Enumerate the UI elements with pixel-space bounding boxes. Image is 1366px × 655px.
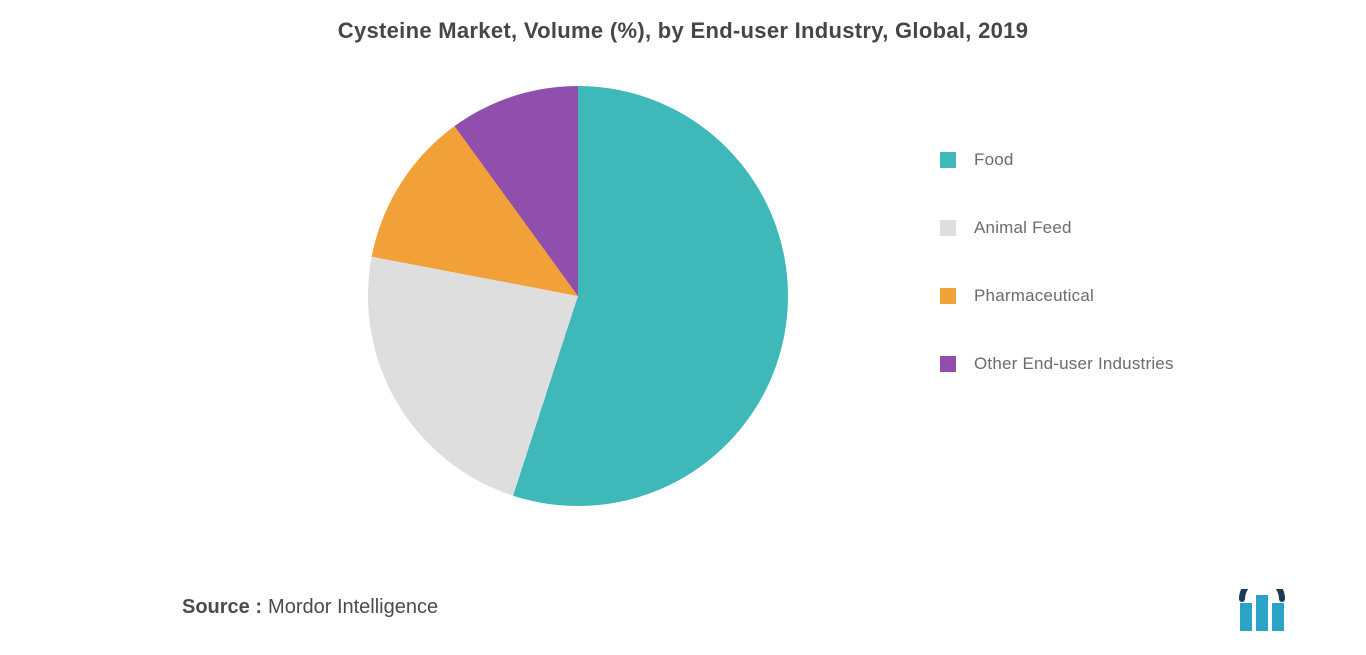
legend-item: Food — [940, 150, 1174, 170]
chart-title: Cysteine Market, Volume (%), by End-user… — [0, 18, 1366, 44]
legend-item: Pharmaceutical — [940, 286, 1174, 306]
legend-swatch — [940, 220, 956, 236]
legend-swatch — [940, 288, 956, 304]
legend-label: Pharmaceutical — [974, 286, 1094, 306]
brand-logo — [1236, 589, 1296, 631]
legend-label: Food — [974, 150, 1014, 170]
pie-chart — [368, 86, 788, 506]
legend-label: Other End-user Industries — [974, 354, 1174, 374]
chart-container: Cysteine Market, Volume (%), by End-user… — [0, 0, 1366, 655]
mi-logo-icon — [1236, 589, 1296, 631]
pie-graphic — [368, 86, 788, 506]
legend-label: Animal Feed — [974, 218, 1072, 238]
legend: Food Animal Feed Pharmaceutical Other End-u… — [940, 150, 1174, 374]
legend-swatch — [940, 152, 956, 168]
legend-item: Other End-user Industries — [940, 354, 1174, 374]
source-line: Source : Mordor Intelligence — [182, 596, 438, 619]
legend-item: Animal Feed — [940, 218, 1174, 238]
legend-swatch — [940, 356, 956, 372]
source-label: Source : — [182, 596, 262, 619]
source-value: Mordor Intelligence — [268, 596, 438, 619]
